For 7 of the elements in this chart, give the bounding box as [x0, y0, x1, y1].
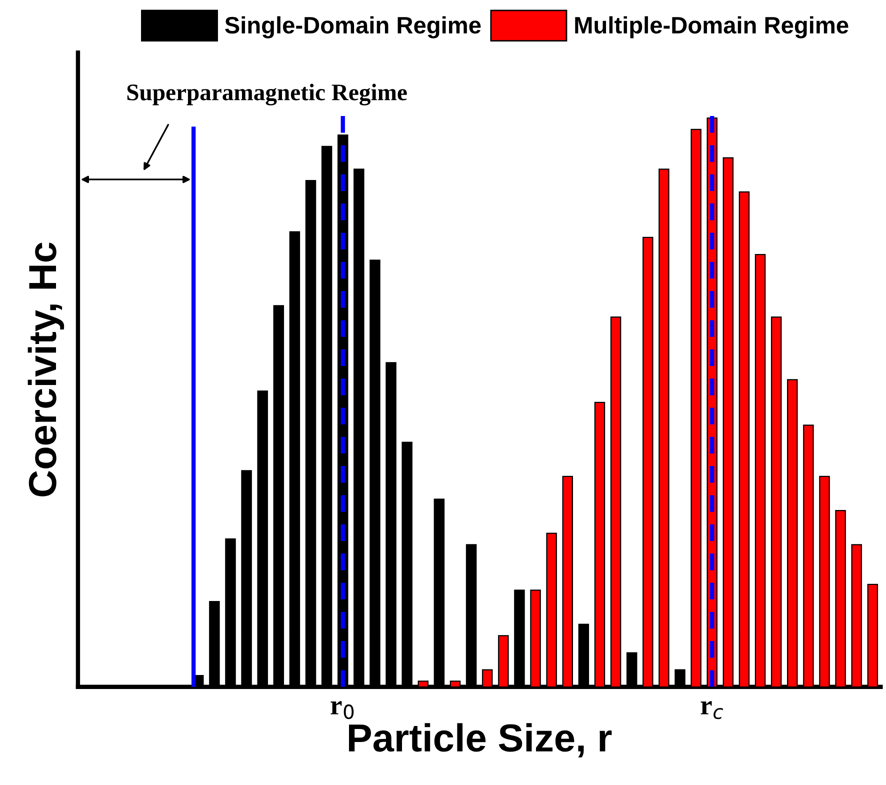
text: Superparamagnetic Regime: [127, 84, 407, 106]
legend-label: Multiple-Domain Regime: [575, 16, 848, 38]
y-axis-title: Coercivity, Hc: [28, 242, 64, 496]
x-axis-title: Particle Size, r: [348, 723, 612, 758]
legend-label: Single-Domain Regime: [225, 16, 481, 38]
x-tick-label: r$_{0}$: [330, 701, 354, 720]
x-tick-label: r$_{c}$: [700, 701, 724, 720]
